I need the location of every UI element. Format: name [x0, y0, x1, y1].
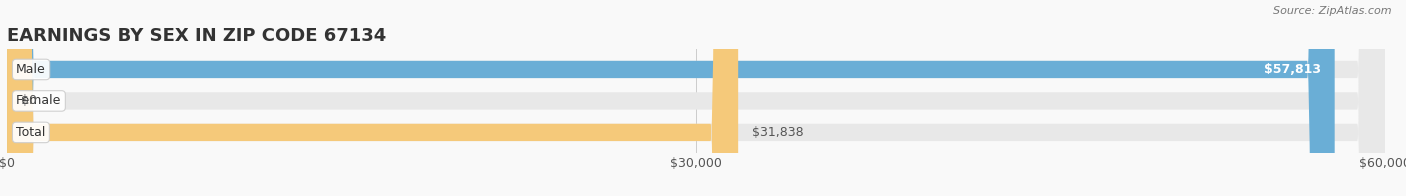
Text: Female: Female [17, 94, 62, 107]
FancyBboxPatch shape [7, 0, 1385, 196]
Text: Source: ZipAtlas.com: Source: ZipAtlas.com [1274, 6, 1392, 16]
FancyBboxPatch shape [7, 0, 1385, 196]
Text: $57,813: $57,813 [1264, 63, 1320, 76]
Text: Total: Total [17, 126, 45, 139]
Text: $31,838: $31,838 [752, 126, 804, 139]
FancyBboxPatch shape [7, 0, 1334, 196]
Text: EARNINGS BY SEX IN ZIP CODE 67134: EARNINGS BY SEX IN ZIP CODE 67134 [7, 27, 387, 45]
FancyBboxPatch shape [7, 0, 1385, 196]
Text: Male: Male [17, 63, 46, 76]
FancyBboxPatch shape [7, 0, 738, 196]
Text: $0: $0 [21, 94, 37, 107]
